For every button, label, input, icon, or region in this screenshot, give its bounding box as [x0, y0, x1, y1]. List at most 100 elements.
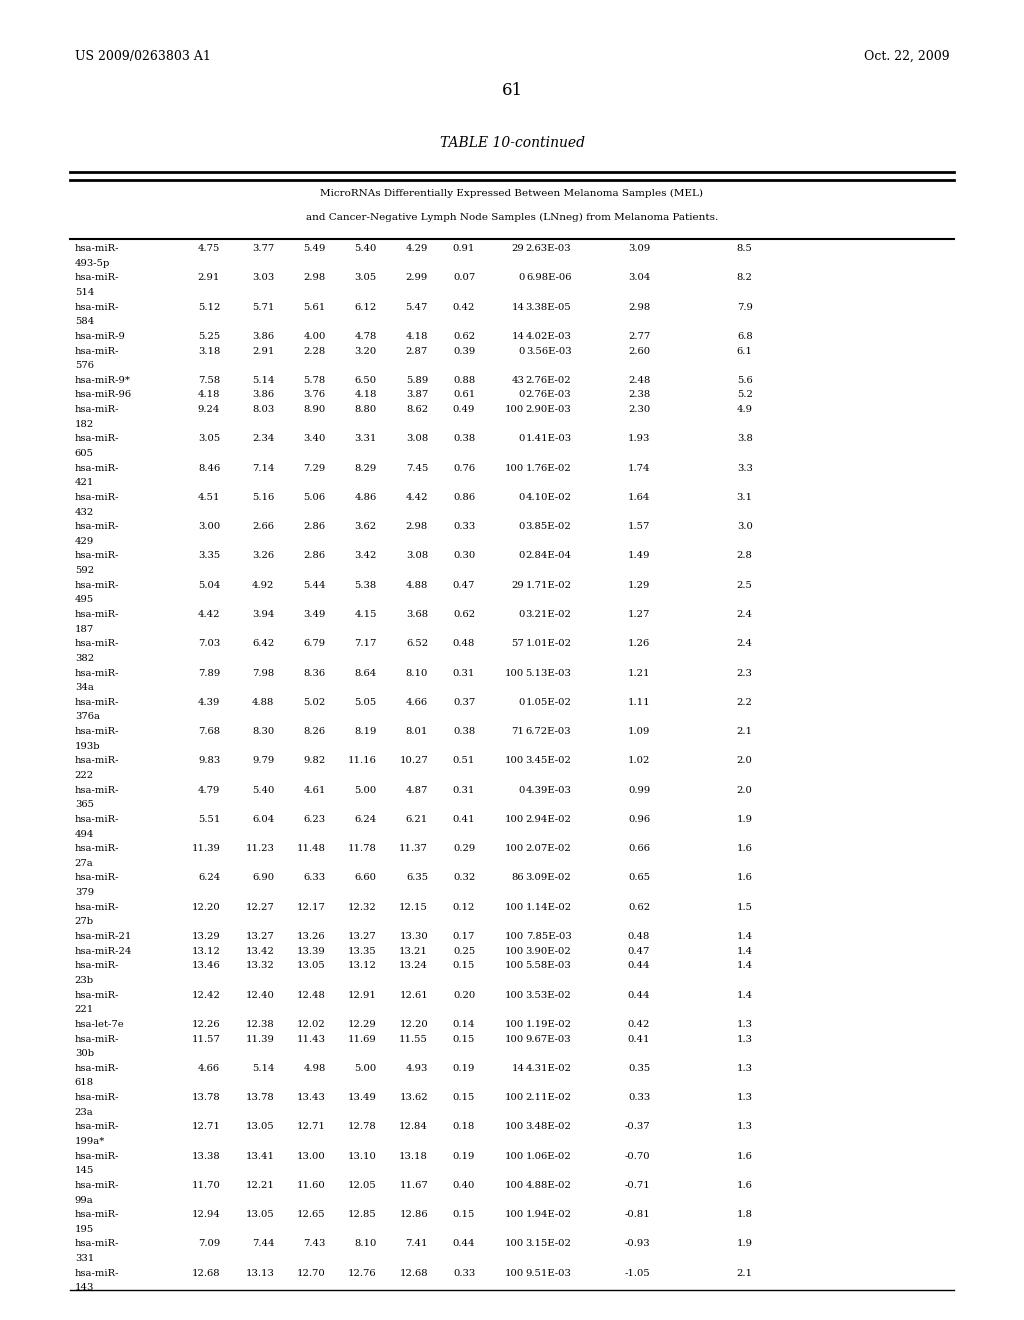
Text: 0.62: 0.62: [453, 610, 475, 619]
Text: 8.64: 8.64: [354, 668, 377, 677]
Text: 12.38: 12.38: [246, 1020, 274, 1028]
Text: 4.66: 4.66: [198, 1064, 220, 1073]
Text: 0.15: 0.15: [453, 1093, 475, 1102]
Text: 1.6: 1.6: [736, 845, 753, 853]
Text: 0.14: 0.14: [453, 1020, 475, 1028]
Text: 11.78: 11.78: [348, 845, 377, 853]
Text: hsa-miR-: hsa-miR-: [75, 785, 119, 795]
Text: 429: 429: [75, 537, 94, 545]
Text: 0: 0: [518, 523, 524, 531]
Text: 100: 100: [505, 405, 524, 414]
Text: 100: 100: [505, 1210, 524, 1220]
Text: 12.71: 12.71: [191, 1122, 220, 1131]
Text: 100: 100: [505, 1269, 524, 1278]
Text: 1.41E-03: 1.41E-03: [525, 434, 571, 444]
Text: 12.32: 12.32: [348, 903, 377, 912]
Text: 12.71: 12.71: [297, 1122, 326, 1131]
Text: 3.04: 3.04: [628, 273, 650, 282]
Text: 0.66: 0.66: [629, 845, 650, 853]
Text: 0: 0: [518, 492, 524, 502]
Text: hsa-miR-: hsa-miR-: [75, 814, 119, 824]
Text: 365: 365: [75, 800, 94, 809]
Text: 4.88E-02: 4.88E-02: [525, 1181, 571, 1189]
Text: hsa-miR-: hsa-miR-: [75, 302, 119, 312]
Text: 8.2: 8.2: [736, 273, 753, 282]
Text: hsa-miR-: hsa-miR-: [75, 244, 119, 253]
Text: 2.60: 2.60: [628, 347, 650, 355]
Text: hsa-miR-: hsa-miR-: [75, 1122, 119, 1131]
Text: 3.48E-02: 3.48E-02: [525, 1122, 571, 1131]
Text: 13.05: 13.05: [297, 961, 326, 970]
Text: 12.68: 12.68: [399, 1269, 428, 1278]
Text: hsa-miR-9: hsa-miR-9: [75, 331, 126, 341]
Text: 4.51: 4.51: [198, 492, 220, 502]
Text: 100: 100: [505, 1239, 524, 1249]
Text: 7.68: 7.68: [198, 727, 220, 737]
Text: 12.40: 12.40: [246, 990, 274, 999]
Text: 13.21: 13.21: [399, 946, 428, 956]
Text: hsa-miR-: hsa-miR-: [75, 874, 119, 883]
Text: 4.61: 4.61: [303, 785, 326, 795]
Text: 3.77: 3.77: [252, 244, 274, 253]
Text: 3.40: 3.40: [303, 434, 326, 444]
Text: 1.57: 1.57: [628, 523, 650, 531]
Text: 2.1: 2.1: [736, 1269, 753, 1278]
Text: 7.45: 7.45: [406, 463, 428, 473]
Text: 12.21: 12.21: [246, 1181, 274, 1189]
Text: 8.46: 8.46: [198, 463, 220, 473]
Text: 1.06E-02: 1.06E-02: [525, 1151, 571, 1160]
Text: 2.76E-02: 2.76E-02: [525, 376, 571, 385]
Text: 2.77: 2.77: [628, 331, 650, 341]
Text: 12.20: 12.20: [399, 1020, 428, 1028]
Text: 8.5: 8.5: [736, 244, 753, 253]
Text: 0.18: 0.18: [453, 1122, 475, 1131]
Text: 4.78: 4.78: [354, 331, 377, 341]
Text: hsa-miR-: hsa-miR-: [75, 698, 119, 706]
Text: 6.21: 6.21: [406, 814, 428, 824]
Text: 5.40: 5.40: [354, 244, 377, 253]
Text: 3.05: 3.05: [354, 273, 377, 282]
Text: 12.48: 12.48: [297, 990, 326, 999]
Text: 4.18: 4.18: [406, 331, 428, 341]
Text: 1.3: 1.3: [736, 1064, 753, 1073]
Text: 100: 100: [505, 1035, 524, 1044]
Text: 1.09: 1.09: [628, 727, 650, 737]
Text: 5.05: 5.05: [354, 698, 377, 706]
Text: 6.90: 6.90: [252, 874, 274, 883]
Text: 13.27: 13.27: [246, 932, 274, 941]
Text: 187: 187: [75, 624, 94, 634]
Text: 11.48: 11.48: [297, 845, 326, 853]
Text: 2.91: 2.91: [252, 347, 274, 355]
Text: 0.33: 0.33: [453, 523, 475, 531]
Text: 0.44: 0.44: [628, 990, 650, 999]
Text: 7.17: 7.17: [354, 639, 377, 648]
Text: 100: 100: [505, 1151, 524, 1160]
Text: hsa-miR-: hsa-miR-: [75, 639, 119, 648]
Text: 7.29: 7.29: [303, 463, 326, 473]
Text: 1.94E-02: 1.94E-02: [525, 1210, 571, 1220]
Text: 5.14: 5.14: [252, 1064, 274, 1073]
Text: 2.90E-03: 2.90E-03: [525, 405, 571, 414]
Text: 0.29: 0.29: [453, 845, 475, 853]
Text: 1.01E-02: 1.01E-02: [525, 639, 571, 648]
Text: 584: 584: [75, 317, 94, 326]
Text: 7.41: 7.41: [406, 1239, 428, 1249]
Text: hsa-miR-: hsa-miR-: [75, 610, 119, 619]
Text: 605: 605: [75, 449, 94, 458]
Text: 4.86: 4.86: [354, 492, 377, 502]
Text: hsa-miR-: hsa-miR-: [75, 405, 119, 414]
Text: 100: 100: [505, 1122, 524, 1131]
Text: 2.94E-02: 2.94E-02: [525, 814, 571, 824]
Text: 9.83: 9.83: [198, 756, 220, 766]
Text: 27a: 27a: [75, 859, 93, 867]
Text: 3.09E-02: 3.09E-02: [525, 874, 571, 883]
Text: 4.79: 4.79: [198, 785, 220, 795]
Text: 3.8: 3.8: [736, 434, 753, 444]
Text: 4.18: 4.18: [198, 391, 220, 400]
Text: 13.62: 13.62: [399, 1093, 428, 1102]
Text: 13.30: 13.30: [399, 932, 428, 941]
Text: hsa-miR-: hsa-miR-: [75, 1181, 119, 1189]
Text: 182: 182: [75, 420, 94, 429]
Text: 100: 100: [505, 932, 524, 941]
Text: 376a: 376a: [75, 713, 99, 722]
